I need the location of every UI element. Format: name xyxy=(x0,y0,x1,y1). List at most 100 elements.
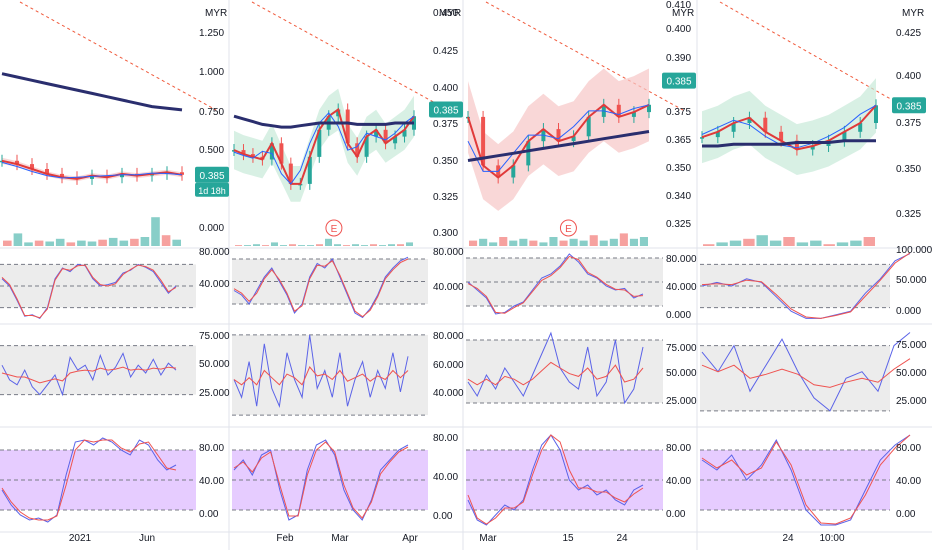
volume-bar xyxy=(316,244,323,246)
candle-body xyxy=(747,117,752,123)
time-tick-label: Mar xyxy=(479,533,497,544)
oscillator-tick-label: 80.000 xyxy=(433,247,464,258)
price-tick-label: 0.450 xyxy=(433,8,458,19)
oscillator-tick-label: 80.00 xyxy=(666,443,691,454)
candle-body xyxy=(60,173,64,178)
price-tick-label: 0.350 xyxy=(433,156,458,167)
volume-bar xyxy=(98,239,107,246)
price-tick-label: 0.350 xyxy=(666,163,691,174)
price-ma-red xyxy=(1,159,183,180)
price-ma-blue xyxy=(233,112,415,185)
oscillator-line xyxy=(467,434,644,526)
oscillator-tick-label: 75.000 xyxy=(896,340,927,351)
time-tick-label: 10:00 xyxy=(819,533,844,544)
volume-bar xyxy=(151,217,160,246)
countdown-label: 1d 18h xyxy=(198,186,226,196)
candle-body xyxy=(288,163,293,184)
candle-body xyxy=(715,131,720,138)
oscillator-line xyxy=(233,366,409,386)
volume-bar xyxy=(509,240,518,246)
oscillator-tick-label: 40.00 xyxy=(433,472,458,483)
price-ma-blue xyxy=(467,104,650,172)
time-tick-label: Mar xyxy=(331,533,349,544)
time-tick-label: Jun xyxy=(139,533,155,544)
oscillator-line xyxy=(467,331,644,405)
volume-bar xyxy=(539,242,548,246)
currency-label: MYR xyxy=(902,8,924,19)
price-badge-bg xyxy=(195,166,229,183)
volume-bar xyxy=(823,244,835,246)
volume-bar xyxy=(325,238,332,246)
price-tick-label: 0.340 xyxy=(666,191,691,202)
volume-bar xyxy=(108,237,118,246)
price-ma-red xyxy=(701,104,877,151)
volume-bar xyxy=(406,242,413,246)
volume-bar xyxy=(529,240,538,246)
time-tick-label: Apr xyxy=(402,533,418,544)
candle-body xyxy=(571,136,576,142)
price-tick-label: 0.000 xyxy=(199,223,224,234)
oscillator-tick-label: 50.000 xyxy=(199,359,230,370)
price-tick-label: 0.325 xyxy=(666,219,691,230)
volume-bar xyxy=(716,242,728,246)
price-tick-label: 0.375 xyxy=(896,118,921,129)
price-tick-label: 0.325 xyxy=(433,192,458,203)
oscillator-line xyxy=(233,441,409,519)
volume-bar xyxy=(379,245,386,246)
volume-bar xyxy=(559,240,568,246)
candle-body xyxy=(317,129,322,157)
volume-bar xyxy=(810,240,822,246)
price-ma-red xyxy=(467,103,650,179)
oscillator-tick-label: 0.000 xyxy=(896,306,921,317)
oscillator-tick-label: 75.000 xyxy=(666,343,697,354)
oscillator-tick-label: 40.00 xyxy=(666,476,691,487)
volume-bar xyxy=(756,235,768,246)
oscillator-tick-label: 40.00 xyxy=(199,476,224,487)
oscillator-tick-label: 50.000 xyxy=(666,368,697,379)
volume-bar xyxy=(489,242,498,246)
oscillator-tick-label: 40.000 xyxy=(199,279,230,290)
oscillator-tick-label: 100.000 xyxy=(896,245,932,256)
candle-body xyxy=(90,175,94,179)
oscillator-tick-label: 40.00 xyxy=(896,476,921,487)
volume-bar xyxy=(629,238,638,246)
volume-bar xyxy=(352,244,359,246)
volume-bar xyxy=(836,242,849,246)
price-tick-label: 0.375 xyxy=(666,107,691,118)
candle-body xyxy=(374,129,379,137)
candle-body xyxy=(631,112,636,117)
volume-bar xyxy=(370,244,377,246)
price-badge-bg xyxy=(429,101,463,118)
panel-daily: MYR1.2501.0000.7500.5000.2500.0000.3851d… xyxy=(0,1,230,544)
price-tick-label: 0.425 xyxy=(433,46,458,57)
oscillator-line xyxy=(1,352,177,397)
event-marker-circle xyxy=(559,219,577,237)
price-tick-label: 0.325 xyxy=(896,209,921,220)
volume-bar xyxy=(34,240,44,246)
event-marker-label: E xyxy=(331,224,338,235)
ichimoku-cloud xyxy=(234,88,414,202)
volume-bar xyxy=(66,242,76,246)
oscillator-line xyxy=(233,439,409,521)
oscillator-tick-label: 80.000 xyxy=(666,254,697,265)
oscillator-tick-label: 0.00 xyxy=(666,509,686,520)
candle-body xyxy=(700,137,704,139)
volume-bar xyxy=(619,233,628,246)
volume-bar xyxy=(519,238,528,246)
volume-bar xyxy=(262,245,269,246)
price-tick-label: 0.750 xyxy=(199,107,224,118)
oscillator-band xyxy=(466,340,663,403)
trendline xyxy=(19,1,217,111)
candle-body xyxy=(526,141,531,166)
volume-bar xyxy=(479,238,488,246)
price-ma-blue xyxy=(701,104,877,149)
price-badge: 0.385 xyxy=(896,101,921,112)
oscillator-tick-label: 25.000 xyxy=(199,388,230,399)
event-marker-label: E xyxy=(565,224,572,235)
time-tick-label: 2021 xyxy=(69,533,92,544)
currency-label: MYR xyxy=(672,8,694,19)
volume-bar xyxy=(388,244,395,246)
